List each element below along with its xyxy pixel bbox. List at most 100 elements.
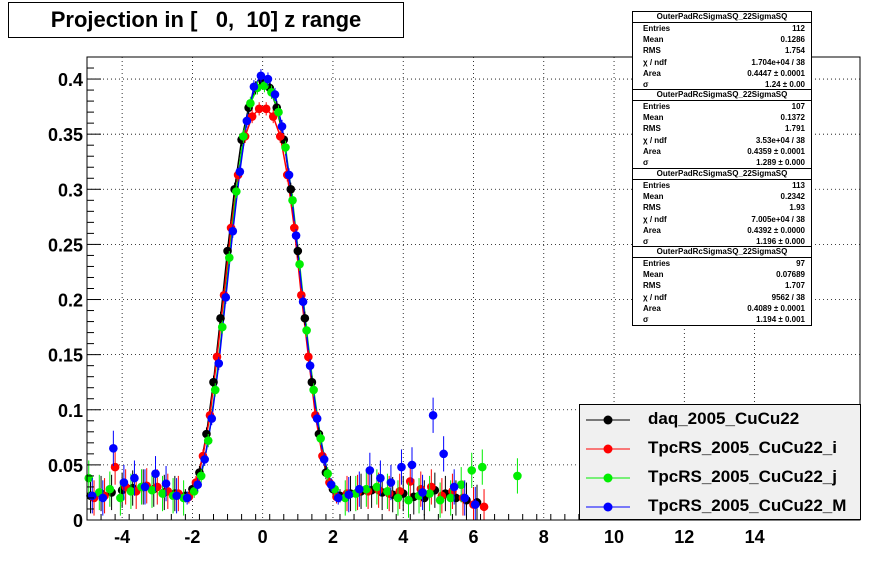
stats-value: 0.4392 ± 0.0000 — [747, 225, 805, 235]
data-point — [221, 293, 231, 302]
data-point — [98, 493, 108, 503]
stats-box-tpcrs-i: OuterPadRcSigmaSQ_22SigmaSQ Entries 107 M… — [632, 89, 812, 169]
stats-value: 1.754 — [784, 46, 805, 56]
data-point — [235, 167, 245, 176]
stats-value: 1.707 — [784, 281, 805, 291]
stats-label: Entries — [643, 24, 671, 33]
chart-title: Projection in [ 0, 10] z range — [8, 2, 404, 38]
stats-value: 7.005e+04 / 38 — [751, 214, 805, 224]
y-tick-label: 0.25 — [48, 235, 83, 255]
stats-label: RMS — [643, 46, 661, 56]
stats-value: 0.4447 ± 0.0001 — [747, 68, 805, 78]
stats-box-header: OuterPadRcSigmaSQ_22SigmaSQ — [633, 169, 811, 180]
stats-label: χ / ndf — [643, 214, 667, 224]
x-tick-label: 14 — [745, 527, 765, 547]
data-point — [326, 480, 336, 490]
data-point — [290, 223, 299, 233]
data-point — [193, 480, 202, 490]
stats-row-area: Area 0.4392 ± 0.0000 — [633, 225, 811, 236]
data-point — [147, 485, 157, 495]
x-tick-label: 10 — [604, 527, 624, 547]
data-point — [256, 71, 266, 81]
stats-label: Mean — [643, 270, 664, 280]
stats-label: σ — [643, 157, 649, 167]
data-point — [305, 361, 315, 370]
x-tick-label: 8 — [539, 527, 549, 547]
data-point — [263, 74, 273, 84]
data-point — [116, 493, 125, 503]
legend-label: TpcRS_2005_CuCu22_i — [648, 438, 837, 457]
data-point — [261, 104, 271, 114]
legend-marker-icon — [586, 415, 630, 425]
data-point — [161, 479, 171, 488]
data-point — [275, 132, 285, 141]
stats-box-header: OuterPadRcSigmaSQ_22SigmaSQ — [633, 247, 811, 258]
stats-label: σ — [643, 79, 649, 89]
data-point — [232, 187, 241, 196]
data-point — [344, 490, 354, 499]
stats-value: 1.93 — [789, 203, 805, 213]
stats-row-entries: Entries 113 — [633, 180, 811, 191]
stats-label: Entries — [643, 259, 671, 268]
data-point — [214, 359, 224, 368]
legend-entry-tpcrs-m: TpcRS_2005_CuCu22_M — [580, 492, 860, 521]
stats-value: 97 — [796, 259, 805, 268]
data-point — [291, 231, 301, 240]
data-point — [286, 184, 296, 194]
data-point — [126, 487, 136, 496]
stats-value: 0.07689 — [776, 270, 805, 280]
data-point — [446, 493, 455, 503]
stats-value: 1.194 ± 0.001 — [756, 314, 805, 324]
data-point — [182, 493, 192, 503]
data-point — [386, 478, 396, 487]
axes: -4 -2 0 2 4 6 8 10 12 14 0 0.05 0.1 0.15 0.2 0.25 0.3 0.3… — [48, 56, 861, 547]
stats-label: χ / ndf — [643, 292, 667, 302]
data-point — [288, 196, 297, 205]
data-point — [228, 226, 238, 236]
data-point — [110, 462, 120, 472]
data-point — [397, 462, 406, 472]
stats-row-mean: Mean 0.07689 — [633, 269, 811, 280]
stats-value: 3.53e+04 / 38 — [755, 135, 805, 145]
stats-label: RMS — [643, 281, 661, 291]
stats-box-tpcrs-m: OuterPadRcSigmaSQ_22SigmaSQ Entries 97 Me… — [632, 246, 812, 326]
data-point — [172, 491, 181, 501]
data-point — [119, 478, 129, 487]
data-point — [109, 444, 118, 453]
stats-value: 0.4089 ± 0.0001 — [747, 303, 805, 313]
y-tick-label: 0.2 — [58, 291, 83, 311]
x-tick-label: -2 — [184, 527, 200, 547]
data-point — [425, 489, 434, 498]
data-point — [467, 466, 477, 475]
legend-entry-daq: daq_2005_CuCu22 — [580, 405, 860, 434]
stats-value: 1.196 ± 0.000 — [756, 236, 805, 246]
stats-label: Mean — [643, 113, 664, 123]
legend-label: TpcRS_2005_CuCu22_M — [648, 496, 847, 515]
data-point — [439, 449, 448, 459]
stats-row-entries: Entries 97 — [633, 258, 811, 269]
data-point — [158, 489, 167, 498]
data-point — [428, 410, 438, 420]
stats-row-mean: Mean 0.2342 — [633, 191, 811, 202]
data-point — [203, 436, 213, 445]
stats-label: RMS — [643, 124, 661, 134]
data-point — [435, 495, 445, 505]
stats-row-chi2: χ / ndf 7.005e+04 / 38 — [633, 214, 811, 225]
legend-label: TpcRS_2005_CuCu22_j — [648, 467, 837, 486]
data-point — [407, 460, 417, 470]
data-point — [460, 493, 470, 503]
data-point — [105, 484, 115, 494]
data-point — [404, 495, 413, 505]
stats-row-mean: Mean 0.1286 — [633, 34, 811, 45]
x-tick-label: 4 — [398, 527, 408, 547]
stats-row-rms: RMS 1.93 — [633, 202, 811, 213]
stats-label: Area — [643, 225, 661, 235]
data-point — [249, 82, 259, 92]
data-point — [246, 99, 255, 108]
data-point — [209, 377, 218, 387]
x-tick-label: 0 — [258, 527, 268, 547]
stats-row-sigma: σ 1.196 ± 0.000 — [633, 236, 811, 247]
data-point — [302, 326, 311, 335]
data-point — [383, 487, 392, 496]
data-point — [304, 352, 313, 362]
